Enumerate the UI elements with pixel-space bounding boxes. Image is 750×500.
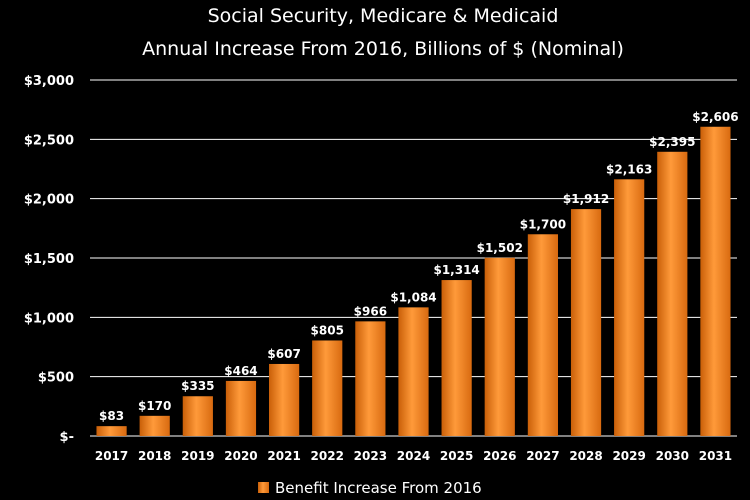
legend-label: Benefit Increase From 2016 (275, 479, 482, 497)
bar (312, 340, 343, 436)
data-label: $1,700 (520, 217, 566, 231)
bar (700, 126, 731, 436)
y-tick-label: $2,500 (24, 133, 74, 148)
data-label: $966 (354, 304, 387, 318)
x-axis: 2017 2018 2019 2020 2021 2022 2023 2024 2025 2026… (95, 449, 732, 463)
bar (269, 363, 300, 436)
data-label: $2,395 (649, 135, 695, 149)
x-tick-label: 2026 (483, 449, 516, 463)
bar (139, 415, 170, 436)
x-tick-label: 2019 (181, 449, 214, 463)
data-labels: $83 $170 $335 $464 $607 $805 $966$1,084 $1,314 $… (99, 110, 739, 423)
x-tick-label: 2018 (138, 449, 171, 463)
data-label: $1,502 (477, 241, 523, 255)
x-tick-label: 2022 (311, 449, 344, 463)
bar (225, 380, 257, 436)
bars (96, 126, 731, 436)
bar (614, 179, 645, 436)
bar (182, 396, 213, 436)
bar (657, 151, 688, 436)
bar (441, 280, 472, 436)
data-label: $607 (267, 347, 300, 361)
y-tick-label: $2,000 (24, 193, 74, 208)
data-label: $805 (311, 323, 344, 337)
x-tick-label: 2030 (656, 449, 689, 463)
x-tick-label: 2023 (354, 449, 387, 463)
data-label: $2,606 (692, 110, 738, 124)
data-label: $1,912 (563, 192, 609, 206)
legend: Benefit Increase From 2016 (258, 479, 482, 497)
chart-subtitle: Annual Increase From 2016, Billions of $… (142, 38, 624, 60)
x-tick-label: 2024 (397, 449, 430, 463)
x-tick-label: 2031 (699, 449, 732, 463)
data-label: $83 (99, 409, 124, 423)
data-label: $2,163 (606, 162, 652, 176)
x-tick-label: 2025 (440, 449, 473, 463)
chart-title: Social Security, Medicare & Medicaid (208, 5, 559, 27)
y-tick-label: $500 (38, 371, 74, 386)
x-tick-label: 2028 (569, 449, 602, 463)
x-tick-label: 2027 (526, 449, 559, 463)
data-label: $464 (224, 364, 257, 378)
bar (484, 257, 515, 436)
x-tick-label: 2029 (612, 449, 645, 463)
data-label: $335 (181, 379, 214, 393)
bar (570, 209, 602, 436)
bar (355, 321, 386, 436)
y-tick-label: $1,000 (24, 311, 74, 326)
x-tick-label: 2020 (224, 449, 257, 463)
x-tick-label: 2021 (267, 449, 300, 463)
y-tick-label: $1,500 (24, 252, 74, 267)
data-label: $170 (138, 399, 171, 413)
data-label: $1,084 (390, 290, 436, 304)
bar (398, 307, 429, 436)
y-axis: $- $500 $1,000 $1,500 $2,000 $2,500 $3,000 (24, 74, 74, 445)
data-label: $1,314 (433, 263, 479, 277)
y-tick-label: $3,000 (24, 74, 74, 89)
bar (96, 426, 127, 436)
y-tick-label: $- (60, 430, 74, 445)
x-tick-label: 2017 (95, 449, 128, 463)
legend-swatch (258, 482, 269, 493)
bar (527, 234, 558, 436)
